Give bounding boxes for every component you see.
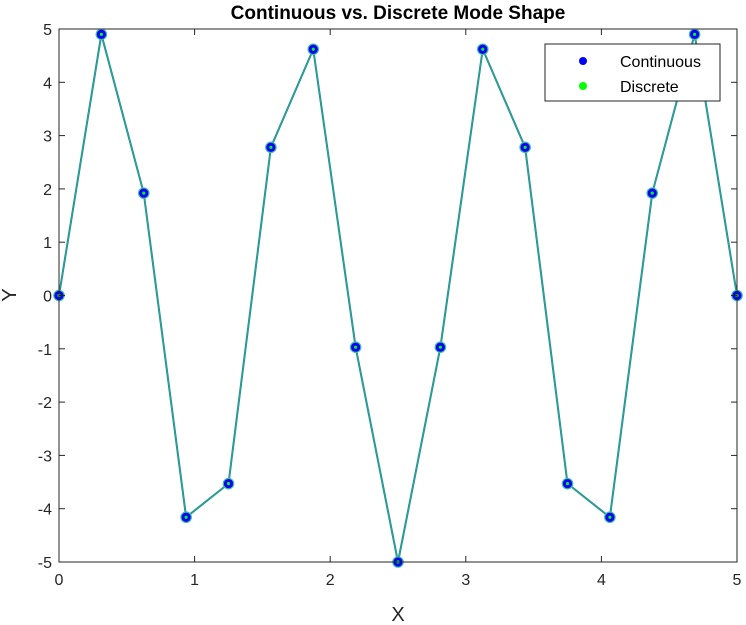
y-tick-label: 2 <box>43 182 52 199</box>
y-tick-label: -3 <box>38 448 52 465</box>
point-discrete <box>142 191 146 195</box>
y-tick-label: 3 <box>43 129 52 146</box>
plot-background <box>59 29 737 562</box>
point-discrete <box>565 482 570 486</box>
point-discrete <box>269 145 273 149</box>
point-discrete <box>650 191 654 195</box>
y-tick-label: 0 <box>43 289 52 306</box>
point-discrete <box>523 145 527 149</box>
y-tick-label: -1 <box>38 342 52 359</box>
y-tick-label: 5 <box>43 22 52 39</box>
legend-label-discrete: Discrete <box>620 79 679 96</box>
point-discrete <box>438 345 442 349</box>
legend-box <box>544 43 721 102</box>
x-tick-label: 0 <box>55 572 64 589</box>
point-discrete <box>693 32 697 36</box>
x-tick-label: 1 <box>190 572 199 589</box>
legend-marker-discrete <box>579 82 587 90</box>
y-tick-label: 1 <box>43 235 52 252</box>
point-discrete <box>311 47 315 51</box>
point-discrete <box>226 482 231 486</box>
chart-title: Continuous vs. Discrete Mode Shape <box>231 3 566 24</box>
y-tick-label: -4 <box>38 502 52 519</box>
point-discrete <box>99 32 103 36</box>
y-tick-label: -5 <box>38 555 52 572</box>
x-tick-label: 2 <box>326 572 335 589</box>
legend-label-continuous: Continuous <box>620 54 701 71</box>
x-axis-title: X <box>391 604 404 625</box>
y-tick-label: 4 <box>43 75 52 92</box>
point-discrete <box>184 515 188 519</box>
point-discrete <box>608 515 612 519</box>
legend: Continuous Discrete <box>544 43 721 102</box>
x-tick-label: 3 <box>461 572 470 589</box>
legend-marker-continuous <box>579 57 587 65</box>
ticks-layer: 0 1 2 3 4 5 -5 -4 -3 -2 -1 0 1 2 3 4 5 <box>38 22 742 589</box>
x-tick-label: 4 <box>597 572 606 589</box>
y-tick-label: -2 <box>38 395 52 412</box>
y-axis-title: Y <box>0 288 21 301</box>
x-tick-label: 5 <box>733 572 742 589</box>
point-discrete <box>354 345 358 349</box>
point-discrete <box>481 47 485 51</box>
